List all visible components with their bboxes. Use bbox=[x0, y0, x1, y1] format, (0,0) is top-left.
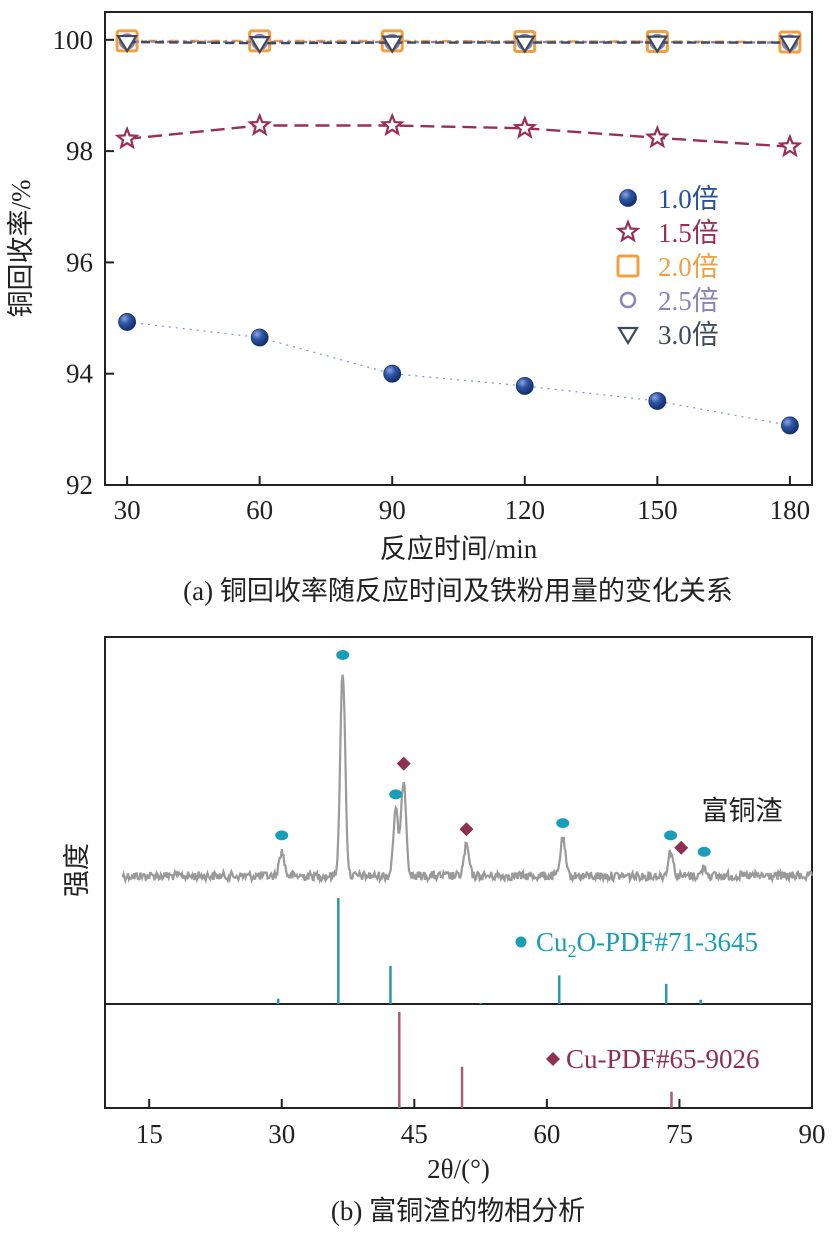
legend-label: 1.0倍 bbox=[658, 184, 719, 214]
legend-label: 3.0倍 bbox=[658, 320, 719, 350]
data-point bbox=[250, 328, 269, 347]
cu2o-peak-marker bbox=[664, 830, 678, 841]
reference-0 bbox=[276, 898, 702, 1004]
x-tick-label: 15 bbox=[136, 1119, 163, 1149]
data-point bbox=[248, 36, 271, 55]
data-point bbox=[648, 392, 667, 410]
data-point bbox=[512, 115, 538, 139]
x-tick-label: 90 bbox=[379, 495, 406, 525]
x-tick-label: 180 bbox=[770, 495, 811, 525]
x-tick-label: 75 bbox=[666, 1119, 693, 1149]
data-point bbox=[515, 377, 534, 395]
x-tick-label: 60 bbox=[246, 495, 273, 525]
data-point bbox=[379, 112, 405, 137]
panel-a-recovery-chart: 30 60 90 120 150 180 92 94 96 98 100 反应时间/min 铜回收率/%… bbox=[6, 11, 813, 606]
legend-marker bbox=[616, 254, 640, 278]
cu-peak-marker bbox=[396, 756, 411, 771]
data-point bbox=[644, 124, 670, 149]
series-1 bbox=[114, 112, 803, 158]
data-point bbox=[114, 125, 140, 150]
data-point bbox=[381, 35, 404, 54]
panel-a-caption: (a) 铜回收率随反应时间及铁粉用量的变化关系 bbox=[183, 576, 733, 606]
data-point bbox=[513, 35, 536, 54]
x-tick-label: 60 bbox=[533, 1119, 560, 1149]
xrd-pattern bbox=[121, 674, 814, 885]
y-axis-title: 铜回收率/% bbox=[6, 180, 36, 318]
data-point bbox=[247, 112, 273, 137]
series-line bbox=[127, 40, 790, 45]
data-point bbox=[777, 133, 803, 158]
legend-marker bbox=[546, 1052, 560, 1066]
data-point bbox=[116, 34, 139, 54]
cu2o-peak-marker bbox=[389, 789, 403, 800]
x-tick-label: 120 bbox=[505, 495, 546, 525]
legend-marker bbox=[515, 936, 527, 948]
data-point bbox=[778, 35, 801, 54]
y-axis-title: 强度 bbox=[62, 843, 92, 897]
x-tick-label: 90 bbox=[799, 1119, 826, 1149]
series-0 bbox=[118, 313, 799, 435]
reference-1 bbox=[398, 1012, 673, 1108]
cu-peak-marker bbox=[459, 822, 474, 837]
y-tick-label: 92 bbox=[66, 470, 93, 500]
legend-label: 1.5倍 bbox=[658, 218, 719, 248]
legend-marker bbox=[619, 291, 637, 309]
y-tick-label: 96 bbox=[66, 247, 93, 277]
plot-frame bbox=[104, 11, 813, 486]
series-4 bbox=[116, 34, 801, 55]
cu2o-peak-marker bbox=[697, 846, 711, 857]
panel-b-xrd-chart: 15 30 45 60 75 90 2θ/(°) (b) 富铜渣的物相分析 强度 富铜渣 Cu2O-… bbox=[62, 636, 826, 1226]
legend-label-part: Cu bbox=[536, 927, 568, 957]
panel-b-caption: (b) 富铜渣的物相分析 bbox=[331, 1196, 585, 1226]
cu-peak-marker bbox=[674, 840, 689, 855]
data-point bbox=[646, 35, 669, 54]
x-tick-label: 150 bbox=[637, 495, 678, 525]
x-tick-label: 30 bbox=[268, 1119, 295, 1149]
legend-label: 2.5倍 bbox=[658, 286, 719, 316]
legend-label-subscript: 2 bbox=[568, 941, 577, 961]
legend-label: Cu-PDF#65-9026 bbox=[566, 1044, 760, 1074]
y-tick-label: 94 bbox=[66, 359, 94, 389]
data-point bbox=[383, 364, 402, 383]
x-axis-title: 2θ/(°) bbox=[427, 1154, 490, 1184]
pattern-label: 富铜渣 bbox=[702, 796, 783, 826]
data-point bbox=[118, 313, 136, 331]
legend-marker bbox=[617, 326, 639, 346]
legend-marker bbox=[615, 218, 641, 243]
legend-label: Cu2O-PDF#71-3645 bbox=[536, 927, 758, 961]
data-point bbox=[781, 416, 799, 435]
series-line bbox=[126, 124, 790, 148]
legend-label: 2.0倍 bbox=[658, 252, 719, 282]
legend-label-part: O-PDF#71-3645 bbox=[577, 927, 759, 957]
cu2o-peak-marker bbox=[275, 830, 289, 841]
x-tick-label: 30 bbox=[114, 495, 141, 525]
x-tick-label: 45 bbox=[401, 1119, 428, 1149]
legend: 1.0倍 1.5倍 2.0倍 2.5倍 3.0倍 bbox=[615, 184, 719, 350]
cu2o-peak-marker bbox=[556, 818, 570, 829]
y-tick-label: 98 bbox=[66, 136, 93, 166]
series-line bbox=[127, 321, 791, 427]
legend-cu: Cu-PDF#65-9026 bbox=[546, 1044, 760, 1074]
legend-marker bbox=[619, 189, 637, 207]
y-tick-label: 100 bbox=[53, 25, 94, 55]
x-axis-title: 反应时间/min bbox=[380, 534, 538, 564]
legend-cu2o: Cu2O-PDF#71-3645 bbox=[515, 927, 758, 961]
cu2o-peak-marker bbox=[336, 650, 350, 660]
